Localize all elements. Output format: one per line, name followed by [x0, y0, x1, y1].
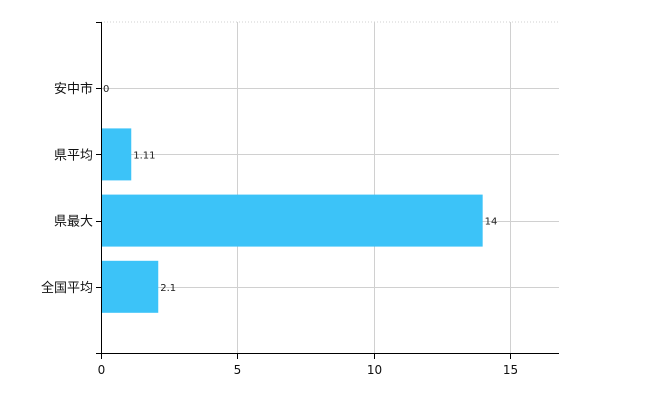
- bar: [101, 194, 483, 247]
- grid-lines: [101, 21, 559, 353]
- x-tick-label: 0: [98, 363, 106, 377]
- axes: [96, 22, 559, 359]
- y-tick-label: 県平均: [54, 148, 93, 163]
- bar: [101, 260, 159, 313]
- bars: [101, 128, 483, 313]
- bar: [101, 128, 132, 181]
- data-label: 0: [103, 84, 109, 95]
- x-tick-label: 10: [367, 363, 382, 377]
- x-tick-label: 15: [503, 363, 518, 377]
- data-label: 14: [485, 217, 498, 228]
- data-label: 1.11: [133, 150, 155, 161]
- y-tick-label: 安中市: [54, 81, 93, 97]
- x-tick-label: 5: [234, 363, 242, 377]
- y-tick-label: 県最大: [54, 215, 93, 230]
- data-label: 2.1: [160, 283, 176, 294]
- y-tick-label: 全国平均: [41, 280, 93, 296]
